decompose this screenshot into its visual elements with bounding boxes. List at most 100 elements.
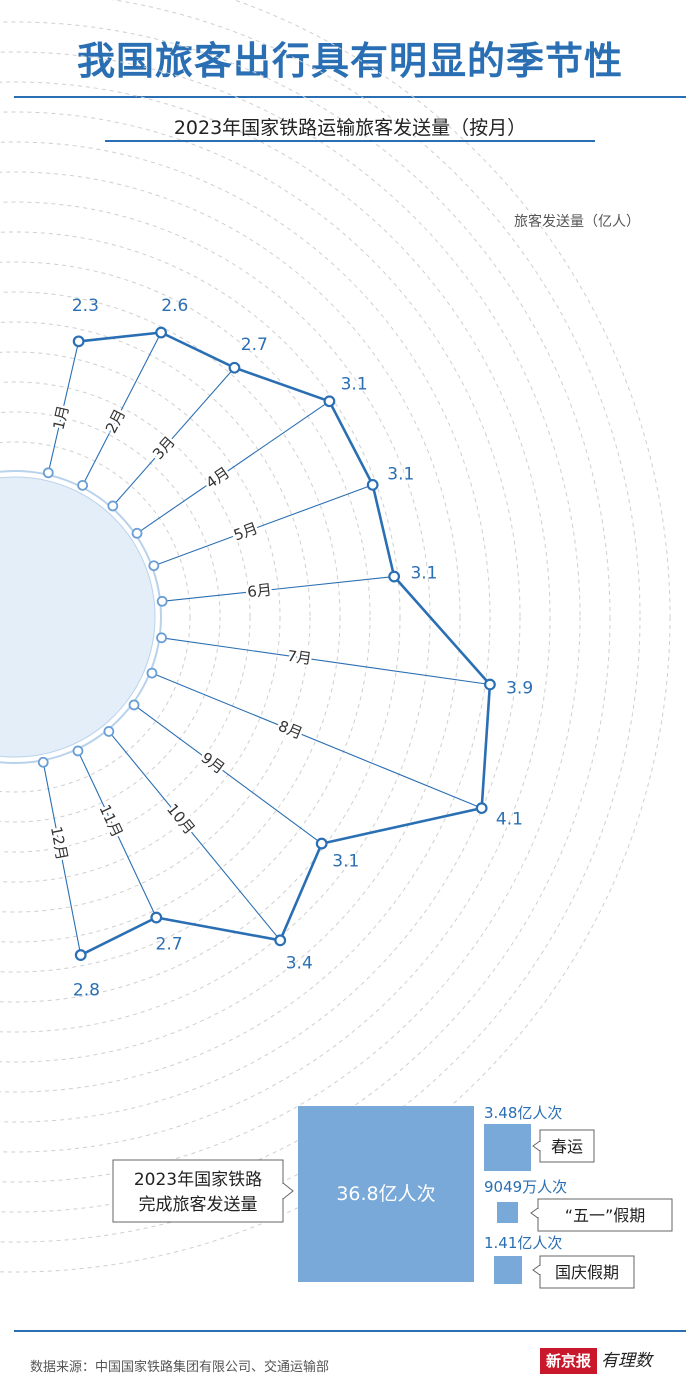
spoke-10	[108, 731, 281, 941]
inner-dot	[156, 595, 168, 607]
mayday-block	[497, 1202, 518, 1223]
value-label: 2.6	[161, 296, 188, 316]
value-label: 3.4	[286, 954, 313, 974]
month-label: 4月	[203, 463, 233, 492]
month-label: 1月	[50, 404, 73, 432]
month-label: 9月	[198, 749, 228, 778]
data-point	[475, 802, 488, 815]
spoke-12	[42, 762, 82, 956]
grid-ring	[0, 141, 491, 1093]
inner-dot	[42, 467, 54, 479]
data-point	[323, 395, 336, 408]
grid-ring	[0, 171, 461, 1063]
grid-ring	[0, 21, 611, 1213]
month-label: 5月	[231, 519, 260, 544]
grid-rings	[0, 0, 671, 1273]
inner-dot	[148, 560, 160, 572]
national-block	[494, 1256, 522, 1284]
month-label: 3月	[149, 433, 179, 463]
inner-dot	[128, 699, 140, 711]
page-title: 我国旅客出行具有明显的季节性	[76, 39, 623, 83]
data-point	[274, 934, 287, 947]
month-label: 8月	[276, 717, 306, 743]
data-point	[315, 837, 328, 850]
grid-ring	[0, 0, 671, 1273]
data-point	[150, 911, 163, 924]
month-label: 10月	[163, 800, 199, 838]
spoke-7	[161, 637, 491, 686]
grid-ring	[0, 261, 371, 973]
data-point	[72, 335, 85, 348]
spokes	[42, 332, 491, 956]
spring-block	[484, 1124, 531, 1171]
brand-sub: 有理数	[601, 1351, 653, 1371]
grid-ring	[0, 0, 641, 1243]
grid-ring	[0, 381, 251, 853]
mayday-value: 9049万人次	[484, 1178, 567, 1196]
spoke-5	[153, 484, 373, 567]
inner-dot	[72, 745, 84, 757]
data-point	[155, 326, 167, 339]
month-label: 12月	[47, 825, 71, 862]
grid-ring	[0, 111, 521, 1123]
grid-ring	[0, 321, 311, 913]
data-point	[484, 678, 496, 691]
value-label: 4.1	[496, 810, 523, 830]
mayday-label-box	[537, 1198, 673, 1232]
grid-ring	[0, 51, 581, 1183]
total-label-box	[112, 1159, 284, 1223]
brand-main: 新京报	[540, 1348, 598, 1374]
inner-dot	[37, 756, 49, 768]
spoke-6	[162, 575, 395, 602]
grid-ring	[0, 231, 401, 1003]
value-label: 3.1	[341, 374, 368, 394]
total-label-pointer	[282, 1181, 294, 1201]
data-point	[388, 570, 401, 583]
spoke-11	[77, 750, 157, 918]
unit-label: 旅客发送量（亿人）	[514, 213, 640, 230]
value-label: 2.7	[156, 935, 183, 955]
national-value: 1.41亿人次	[484, 1234, 562, 1252]
title-divider	[14, 96, 686, 98]
value-label: 2.3	[72, 296, 99, 316]
data-point	[74, 949, 87, 961]
value-label: 3.1	[387, 464, 414, 484]
spoke-1	[47, 341, 80, 473]
spring-label: 春运	[551, 1137, 583, 1156]
spoke-8	[151, 672, 482, 809]
spoke-3	[112, 367, 235, 507]
total-value: 36.8亿人次	[336, 1183, 435, 1205]
summary-section: 36.8亿人次 2023年国家铁路 完成旅客发送量 3.48亿人次 春运 904…	[112, 1104, 673, 1289]
brand-logo: 新京报 有理数	[540, 1348, 652, 1374]
value-label: 2.7	[241, 335, 268, 355]
total-label-line1: 2023年国家铁路	[134, 1170, 262, 1190]
grid-ring	[0, 441, 191, 793]
inner-dot	[103, 726, 115, 737]
value-label: 3.9	[506, 679, 533, 699]
center-disc	[0, 470, 162, 764]
month-label: 2月	[102, 406, 129, 436]
data-source: 数据来源：中国国家铁路集团有限公司、交通运输部	[30, 1360, 330, 1375]
value-label: 3.1	[410, 563, 437, 583]
inner-dot	[77, 479, 89, 491]
spoke-9	[133, 704, 323, 845]
inner-dot	[107, 500, 119, 512]
chart-subtitle: 2023年国家铁路运输旅客发送量（按月）	[174, 117, 526, 139]
spoke-4	[136, 400, 330, 534]
inner-dot	[156, 632, 167, 644]
inner-dot	[146, 667, 158, 679]
month-label: 7月	[286, 647, 313, 668]
spring-label-box	[539, 1129, 595, 1163]
grid-ring	[0, 411, 221, 823]
total-label-line2: 完成旅客发送量	[139, 1195, 258, 1215]
month-label: 11月	[95, 802, 126, 841]
national-label: 国庆假期	[555, 1263, 619, 1282]
grid-ring	[0, 351, 281, 883]
data-line	[78, 331, 492, 957]
spring-value: 3.48亿人次	[484, 1104, 562, 1122]
mayday-label: “五一”假期	[565, 1206, 646, 1225]
data-point	[366, 478, 379, 491]
inner-dot	[131, 527, 143, 539]
data-point	[228, 361, 241, 374]
